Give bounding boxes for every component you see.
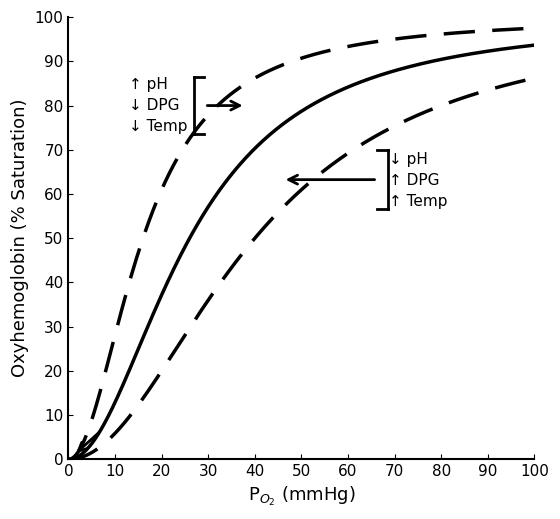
Text: ↓ pH
↑ DPG
↑ Temp: ↓ pH ↑ DPG ↑ Temp <box>389 152 447 209</box>
X-axis label: P$_{O_2}$ (mmHg): P$_{O_2}$ (mmHg) <box>248 485 355 508</box>
Y-axis label: Oxyhemoglobin (% Saturation): Oxyhemoglobin (% Saturation) <box>11 99 29 377</box>
Text: ↑ pH
↓ DPG
↓ Temp: ↑ pH ↓ DPG ↓ Temp <box>129 77 188 134</box>
